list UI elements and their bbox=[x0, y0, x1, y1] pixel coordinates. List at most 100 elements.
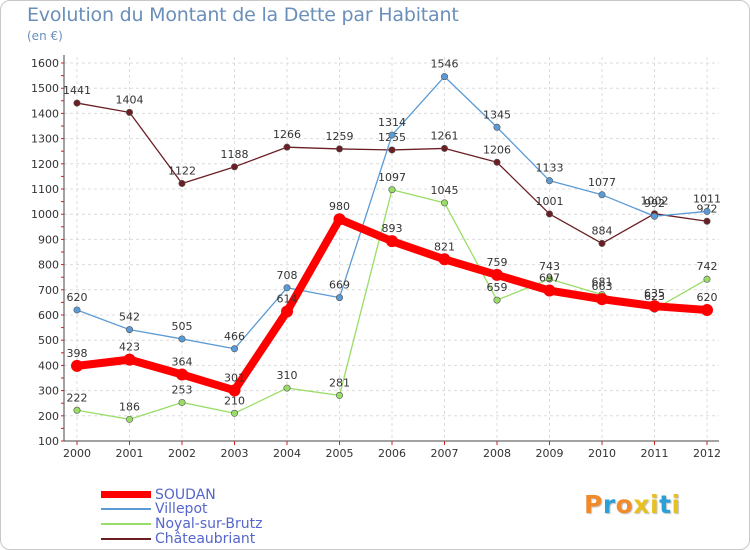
data-label-soudan: 620 bbox=[697, 291, 718, 304]
data-label-villepot: 708 bbox=[277, 269, 298, 282]
legend-item-noyal-sur-brutz: Noyal-sur-Brutz bbox=[101, 515, 263, 532]
data-point-villepot bbox=[493, 123, 501, 131]
y-tick-label: 1000 bbox=[31, 208, 59, 221]
data-point-villepot bbox=[283, 284, 291, 292]
y-tick-label: 1400 bbox=[31, 107, 59, 120]
y-tick-label: 1600 bbox=[31, 57, 59, 70]
y-tick-label: 1300 bbox=[31, 133, 59, 146]
data-point-noyal-sur-brutz bbox=[73, 406, 81, 414]
data-point-noyal-sur-brutz bbox=[545, 275, 553, 283]
data-label-soudan: 821 bbox=[434, 240, 455, 253]
data-label-noyal-sur-brutz: 659 bbox=[487, 281, 508, 294]
x-tick-label: 2012 bbox=[693, 447, 721, 460]
data-label-noyal-sur-brutz: 186 bbox=[119, 400, 140, 413]
data-point-chateaubriant bbox=[335, 145, 343, 153]
legend-label-chateaubriant: Châteaubriant bbox=[155, 530, 256, 547]
y-tick-label: 900 bbox=[38, 233, 59, 246]
data-point-villepot bbox=[335, 294, 343, 302]
data-label-villepot: 466 bbox=[224, 330, 245, 343]
data-label-villepot: 669 bbox=[329, 279, 350, 292]
data-label-chateaubriant: 1122 bbox=[168, 164, 196, 177]
data-point-chateaubriant bbox=[73, 99, 81, 107]
data-label-soudan: 423 bbox=[119, 341, 140, 354]
data-point-noyal-sur-brutz bbox=[493, 296, 501, 304]
data-label-chateaubriant: 1441 bbox=[63, 84, 91, 97]
data-label-noyal-sur-brutz: 743 bbox=[539, 260, 560, 273]
data-point-villepot bbox=[231, 345, 239, 353]
data-label-noyal-sur-brutz: 1045 bbox=[431, 184, 459, 197]
data-label-soudan: 697 bbox=[539, 272, 560, 285]
data-point-noyal-sur-brutz bbox=[388, 186, 396, 194]
data-label-noyal-sur-brutz: 623 bbox=[644, 290, 665, 303]
data-point-villepot bbox=[73, 306, 81, 314]
y-tick-label: 600 bbox=[38, 309, 59, 322]
data-point-chateaubriant bbox=[231, 163, 239, 171]
x-tick-label: 2004 bbox=[273, 447, 301, 460]
data-point-villepot bbox=[388, 131, 396, 139]
data-label-chateaubriant: 1266 bbox=[273, 128, 301, 141]
data-point-chateaubriant bbox=[126, 108, 134, 116]
x-tick-label: 2000 bbox=[63, 447, 91, 460]
x-tick-label: 2005 bbox=[326, 447, 354, 460]
data-label-noyal-sur-brutz: 742 bbox=[697, 260, 718, 273]
data-label-soudan: 663 bbox=[592, 280, 613, 293]
logo-letter: x bbox=[633, 490, 650, 519]
data-label-villepot: 1345 bbox=[483, 108, 511, 121]
x-tick-label: 2011 bbox=[641, 447, 669, 460]
chart-subtitle: (en €) bbox=[27, 29, 63, 43]
data-label-villepot: 992 bbox=[644, 197, 665, 210]
data-label-soudan: 398 bbox=[67, 347, 88, 360]
data-label-soudan: 980 bbox=[329, 200, 350, 213]
x-tick-label: 2007 bbox=[431, 447, 459, 460]
data-point-soudan bbox=[438, 253, 451, 266]
data-point-soudan bbox=[386, 235, 398, 248]
logo-letter: i bbox=[650, 490, 660, 519]
data-label-noyal-sur-brutz: 210 bbox=[224, 394, 245, 407]
y-tick-label: 700 bbox=[38, 284, 59, 297]
data-label-villepot: 505 bbox=[172, 320, 193, 333]
data-point-villepot bbox=[650, 212, 658, 220]
legend-swatch-soudan bbox=[101, 491, 151, 498]
data-label-chateaubriant: 1188 bbox=[221, 148, 249, 161]
data-point-soudan bbox=[228, 384, 241, 397]
data-point-villepot bbox=[703, 207, 711, 215]
data-label-chateaubriant: 1206 bbox=[483, 143, 511, 156]
legend-label-noyal-sur-brutz: Noyal-sur-Brutz bbox=[155, 515, 263, 532]
data-point-villepot bbox=[440, 73, 448, 81]
data-point-soudan bbox=[596, 293, 608, 306]
data-point-chateaubriant bbox=[388, 146, 396, 154]
data-point-soudan bbox=[333, 213, 346, 226]
x-tick-label: 2002 bbox=[168, 447, 196, 460]
data-label-chateaubriant: 1261 bbox=[431, 129, 459, 142]
data-point-soudan bbox=[543, 284, 556, 297]
data-point-chateaubriant bbox=[493, 158, 501, 166]
x-tick-label: 2003 bbox=[221, 447, 249, 460]
data-label-villepot: 1077 bbox=[588, 176, 616, 189]
x-tick-label: 2001 bbox=[116, 447, 144, 460]
data-point-chateaubriant bbox=[545, 210, 553, 218]
data-point-soudan bbox=[648, 300, 661, 313]
legend-label-soudan: SOUDAN bbox=[155, 486, 216, 503]
x-tick-label: 2009 bbox=[536, 447, 564, 460]
data-label-noyal-sur-brutz: 1097 bbox=[378, 171, 406, 184]
data-point-villepot bbox=[126, 326, 134, 334]
data-label-chateaubriant: 1001 bbox=[536, 195, 564, 208]
data-label-soudan: 893 bbox=[382, 222, 403, 235]
data-point-villepot bbox=[598, 191, 606, 199]
logo-letter: i bbox=[671, 490, 681, 519]
data-label-villepot: 542 bbox=[119, 311, 140, 324]
data-point-soudan bbox=[701, 303, 713, 316]
y-tick-label: 800 bbox=[38, 259, 59, 272]
logo-letter: P bbox=[584, 490, 603, 519]
data-label-noyal-sur-brutz: 222 bbox=[67, 391, 88, 404]
chart-title: Evolution du Montant de la Dette par Hab… bbox=[27, 4, 459, 26]
data-label-noyal-sur-brutz: 310 bbox=[277, 369, 298, 382]
x-tick-label: 2010 bbox=[588, 447, 616, 460]
y-tick-label: 1200 bbox=[31, 158, 59, 171]
data-label-villepot: 620 bbox=[67, 291, 88, 304]
data-point-soudan bbox=[281, 305, 293, 318]
data-label-chateaubriant: 1404 bbox=[116, 93, 144, 106]
data-label-villepot: 1314 bbox=[378, 116, 406, 129]
data-point-noyal-sur-brutz bbox=[231, 409, 239, 417]
